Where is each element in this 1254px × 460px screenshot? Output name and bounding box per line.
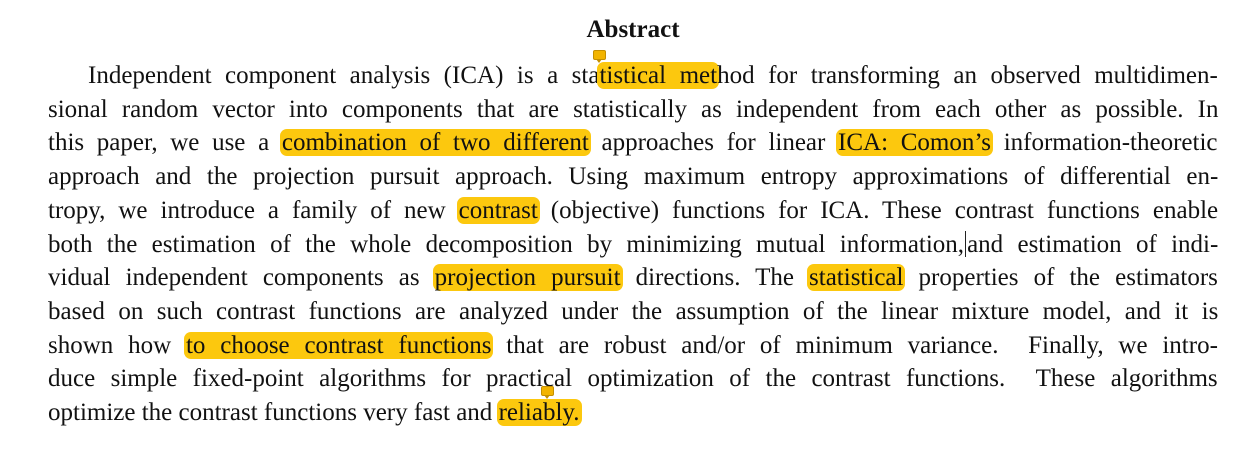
text-segment: vidual independent components as [48,264,435,292]
text-segment: approach and the projection pursuit appr… [48,163,1219,191]
text-cursor [965,230,967,257]
text-segment: sional random vector into components tha… [48,95,1219,123]
text-segment: duce simple fixed-point algorithms for p… [48,365,1218,393]
text-line: vidual independent components as project… [48,262,1218,294]
comment-note-icon[interactable] [593,50,606,63]
text-segment: and estimation of indi- [967,230,1219,258]
section-title: Abstract [586,16,680,43]
highlight-annotation[interactable]: projection pursuit [432,264,623,292]
text-line: this paper, we use a combination of two … [48,127,1218,159]
text-line: based on such contrast functions are ana… [48,296,1218,328]
text-segment: based on such contrast functions are ana… [48,297,1219,325]
text-segment: approaches for linear [588,129,839,157]
text-line: tropy, we introduce a family of new cont… [48,195,1218,227]
text-segment: properties of the estimators [903,264,1218,292]
text-line: shown how to choose contrast functions t… [48,330,1218,362]
text-segment: shown how [48,331,186,359]
text-line: optimize the contrast functions very fas… [48,397,582,429]
text-segment: information-theoretic [991,129,1218,157]
highlight-annotation[interactable]: combination of two different [279,129,591,157]
highlight-annotation[interactable]: tistical met [597,62,720,89]
text-segment: this paper, we use a [48,129,282,157]
text-line: sional random vector into components tha… [48,94,1218,126]
comment-note-icon[interactable] [541,386,554,399]
highlight-annotation[interactable]: ICA: Comon’s [836,129,994,157]
highlight-annotation[interactable]: to choose contrast functions [183,331,494,359]
text-line: both the estimation of the whole decompo… [48,229,1218,261]
highlight-annotation[interactable]: contrast [456,196,540,224]
text-segment: hod for transforming an observed multidi… [717,62,1218,89]
text-segment: tropy, we introduce a family of new [48,196,459,224]
highlight-annotation[interactable]: statistical [807,264,906,292]
text-line: Independent component analysis (ICA) is … [88,60,1218,92]
text-segment: (objective) functions for ICA. These con… [537,196,1219,224]
text-line: duce simple fixed-point algorithms for p… [48,363,1218,395]
text-segment: both the estimation of the whole decompo… [48,230,965,258]
text-segment: optimize the contrast functions very fas… [48,399,499,426]
text-segment: that are robust and/or of minimum varian… [491,331,1218,359]
text-line: approach and the projection pursuit appr… [48,161,1218,193]
text-segment: directions. The [620,264,810,292]
text-segment: Independent component analysis (ICA) is … [88,62,600,89]
highlight-annotation[interactable]: reliably. [496,399,582,426]
